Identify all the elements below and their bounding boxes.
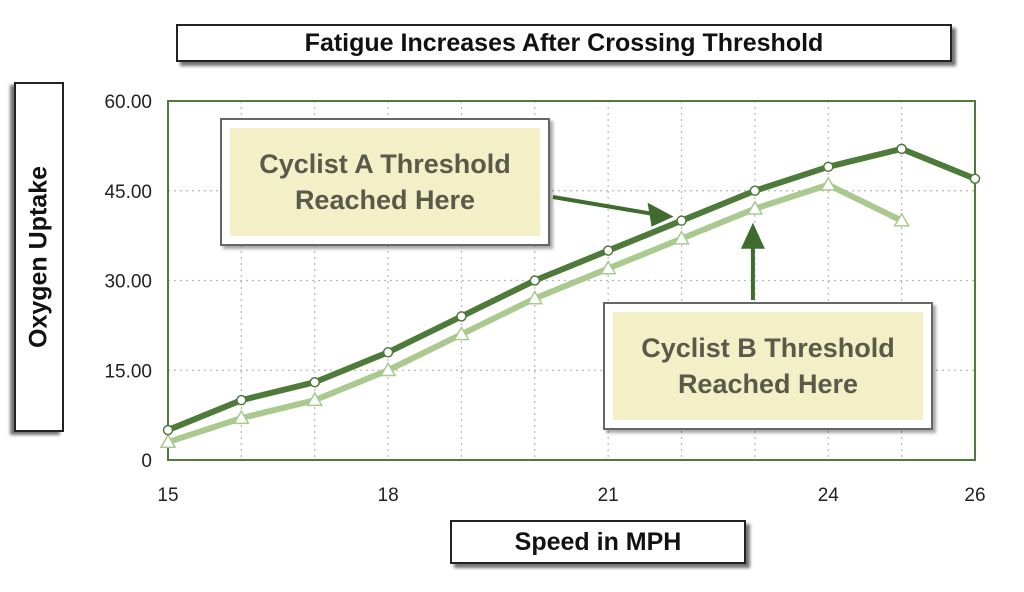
series-1-point xyxy=(382,347,394,358)
y-tick-label: 45.00 xyxy=(104,182,152,203)
arrow-cyclist-a-shaft xyxy=(552,195,652,216)
series-1-point xyxy=(823,161,834,173)
y-tick-label: 0 xyxy=(141,451,152,472)
series-1-point xyxy=(676,215,687,226)
plot-area-frame xyxy=(167,100,976,461)
series-1-point xyxy=(896,143,907,155)
y-tick-label: 60.00 xyxy=(104,92,152,113)
annotation-cyclist-a-line1: Cyclist A Threshold xyxy=(259,149,511,179)
series-1-point xyxy=(969,173,981,185)
x-tick-label: 21 xyxy=(598,485,619,506)
series-2-point xyxy=(526,289,544,305)
arrow-cyclist-a-head xyxy=(647,202,674,227)
x-tick-label: 26 xyxy=(964,485,985,506)
annotation-cyclist-a: Cyclist A Threshold Reached Here xyxy=(220,118,550,246)
annotation-cyclist-b: Cyclist B Threshold Reached Here xyxy=(603,302,933,430)
annotation-cyclist-b-line2: Reached Here xyxy=(677,369,859,399)
series-2-point xyxy=(306,391,324,407)
series-1-point xyxy=(749,185,761,196)
series-lines xyxy=(159,143,981,449)
series-1-point xyxy=(309,376,320,388)
y-tick-label: 30.00 xyxy=(104,272,152,293)
series-1-point xyxy=(602,245,614,256)
annotation-cyclist-b-line1: Cyclist B Threshold xyxy=(641,333,895,363)
y-axis-label-box: Oxygen Uptake xyxy=(14,82,64,432)
y-tick-label: 15.00 xyxy=(104,361,152,382)
series-1-point xyxy=(162,424,174,436)
x-axis-label: Speed in MPH xyxy=(450,520,746,564)
series-2-point xyxy=(379,361,397,377)
chart-title: Fatigue Increases After Crossing Thresho… xyxy=(176,24,952,62)
series-2-point xyxy=(159,433,177,449)
arrow-cyclist-b-head xyxy=(740,222,765,249)
annotation-cyclist-a-line2: Reached Here xyxy=(294,185,476,215)
x-tick-label: 18 xyxy=(378,485,399,506)
series-line-1 xyxy=(166,145,977,433)
series-2-point xyxy=(453,325,470,341)
series-1-point xyxy=(236,394,247,406)
series-1-point xyxy=(529,275,541,286)
annotation-arrows xyxy=(552,195,765,300)
series-2-point xyxy=(673,230,690,245)
series-2-point xyxy=(819,176,837,191)
series-2-point xyxy=(893,212,910,227)
x-tick-label: 15 xyxy=(157,485,178,506)
series-1-point xyxy=(456,311,467,322)
series-2-point xyxy=(746,200,764,215)
series-2-point xyxy=(599,260,617,275)
series-2-point xyxy=(233,409,250,425)
axis-ticks: 0 15.00 30.00 45.00 60.00 15 18 21 24 26 xyxy=(104,92,985,506)
x-tick-label: 24 xyxy=(818,485,840,506)
